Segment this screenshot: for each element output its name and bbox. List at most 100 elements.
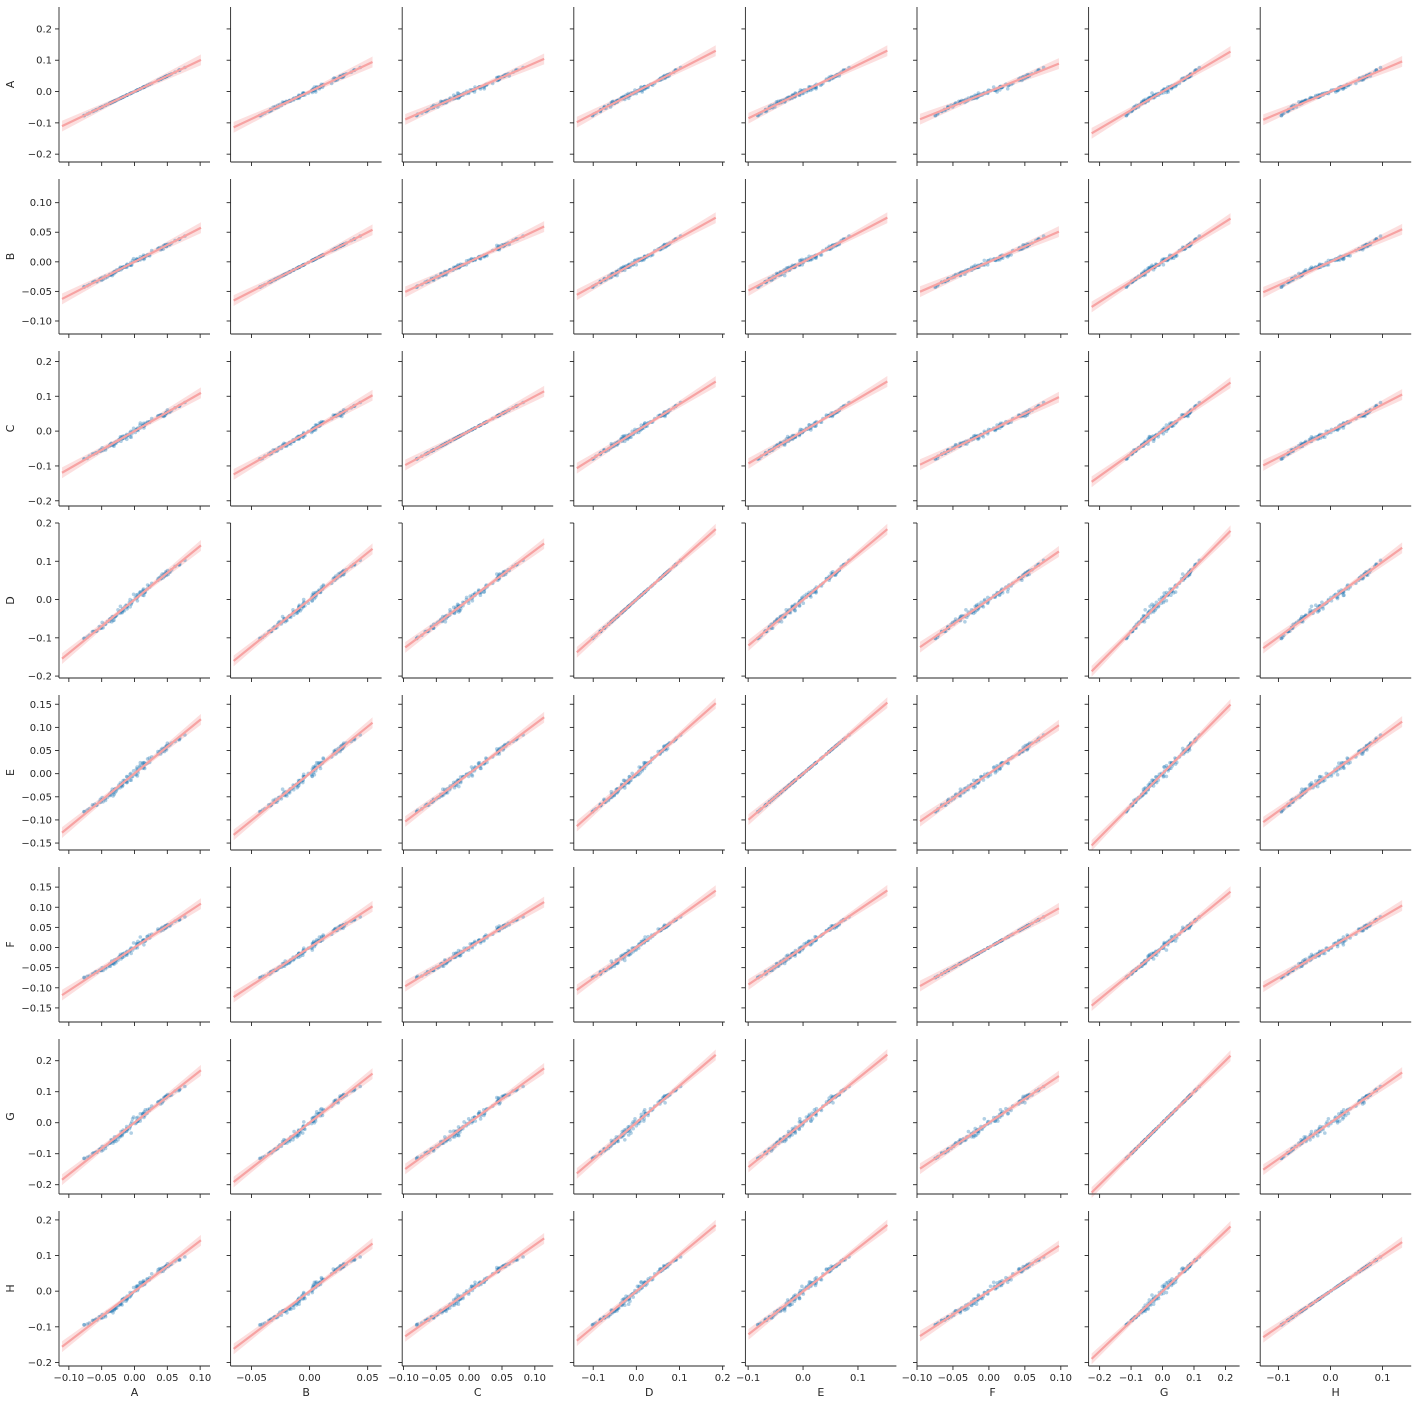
regression-line xyxy=(747,701,889,821)
y-tick-label: 0.0 xyxy=(36,595,52,606)
panel-A-vs-E xyxy=(741,7,897,166)
panel-E-vs-F xyxy=(913,695,1068,854)
data-point xyxy=(971,778,976,783)
panel-E-vs-B xyxy=(226,695,382,854)
panel-D-vs-G xyxy=(1084,522,1240,682)
regression-line xyxy=(1090,381,1232,483)
data-point xyxy=(793,609,797,613)
regression-line xyxy=(233,60,374,129)
y-tick-label: 0.1 xyxy=(36,392,52,403)
data-point xyxy=(1334,90,1338,94)
regression-line xyxy=(919,62,1060,121)
regression-line xyxy=(404,57,545,121)
y-tick-label: 0.00 xyxy=(30,769,52,780)
data-point xyxy=(1180,746,1185,751)
data-point xyxy=(464,595,469,600)
data-point xyxy=(1143,608,1147,612)
data-point xyxy=(1166,90,1170,94)
data-point xyxy=(472,90,477,94)
data-point xyxy=(615,273,619,278)
regression-line xyxy=(747,380,888,465)
panel-E-vs-H xyxy=(1256,695,1412,854)
data-point xyxy=(1173,590,1178,594)
data-point xyxy=(1279,113,1284,118)
panel-E-vs-D xyxy=(569,695,725,854)
regression-line xyxy=(576,216,717,296)
data-point xyxy=(482,87,487,91)
y-tick-label: 0.0 xyxy=(36,427,52,438)
regression-line xyxy=(576,49,717,124)
y-tick-label: −0.05 xyxy=(21,287,52,298)
data-point xyxy=(634,263,639,267)
y-tick-label: 0.05 xyxy=(30,228,52,239)
data-point xyxy=(455,91,460,95)
data-point xyxy=(621,778,626,783)
panel-D-vs-E xyxy=(741,522,897,682)
panel-A-vs-A: −0.2−0.10.00.10.2A xyxy=(4,7,210,166)
panel-D-vs-D xyxy=(569,522,725,682)
data-point xyxy=(285,794,289,798)
panel-A-vs-F xyxy=(913,7,1068,166)
data-point xyxy=(1309,435,1314,439)
data-point xyxy=(1354,81,1358,86)
data-point xyxy=(1378,65,1383,70)
data-point xyxy=(1279,113,1284,118)
data-point xyxy=(118,604,123,609)
panel-B-vs-D xyxy=(569,179,725,338)
y-tick-label: −0.15 xyxy=(21,839,52,850)
regression-line xyxy=(232,547,374,662)
panel-D-vs-H xyxy=(1256,522,1412,682)
regression-line xyxy=(1262,60,1403,121)
data-point xyxy=(1297,100,1301,104)
data-point xyxy=(1150,91,1154,95)
data-point xyxy=(1124,113,1129,118)
regression-line xyxy=(1090,703,1232,847)
data-point xyxy=(976,91,981,95)
data-point xyxy=(1318,774,1322,779)
regression-line xyxy=(233,228,374,302)
panel-A-vs-G xyxy=(1084,7,1240,166)
regression-line xyxy=(1091,217,1232,308)
regression-line xyxy=(61,544,202,660)
y-tick-label: −0.2 xyxy=(28,672,52,683)
panel-C-vs-D xyxy=(569,351,725,510)
data-point xyxy=(798,88,803,92)
y-axis-label: D xyxy=(4,596,17,604)
panel-D-vs-C xyxy=(398,522,554,682)
panel-E-vs-E xyxy=(741,695,897,854)
data-point xyxy=(138,421,143,425)
data-point xyxy=(456,91,461,96)
regression-line xyxy=(61,226,202,300)
regression-line xyxy=(404,390,545,467)
data-point xyxy=(963,620,967,624)
panel-B-vs-C xyxy=(398,179,554,338)
regression-line xyxy=(576,528,717,654)
panel-D-vs-A: −0.2−0.10.00.10.2D xyxy=(4,519,210,683)
regression-line xyxy=(1262,393,1403,467)
data-point xyxy=(313,90,318,94)
y-tick-label: 0.2 xyxy=(36,24,52,35)
regression-line xyxy=(747,49,888,120)
panel-D-vs-B xyxy=(226,522,382,682)
regression-line xyxy=(404,542,545,649)
data-point xyxy=(111,794,115,798)
panel-B-vs-F xyxy=(913,179,1068,338)
data-point xyxy=(458,609,462,613)
data-point xyxy=(814,87,818,91)
regression-line xyxy=(1262,546,1403,650)
data-point xyxy=(953,617,958,621)
y-tick-label: −0.05 xyxy=(21,792,52,803)
data-point xyxy=(495,243,499,248)
data-point xyxy=(1335,772,1340,777)
data-point xyxy=(138,760,143,765)
panel-B-vs-A: −0.10−0.050.000.050.10B xyxy=(4,179,210,338)
regression-line xyxy=(404,225,545,293)
data-point xyxy=(782,273,787,278)
y-tick-label: −0.1 xyxy=(28,633,52,644)
regression-line xyxy=(576,380,717,470)
y-tick-label: 0.05 xyxy=(30,746,52,757)
data-point xyxy=(451,93,456,97)
regression-line xyxy=(61,718,202,834)
panel-B-vs-G xyxy=(1084,179,1240,338)
panel-C-vs-H xyxy=(1256,351,1412,510)
